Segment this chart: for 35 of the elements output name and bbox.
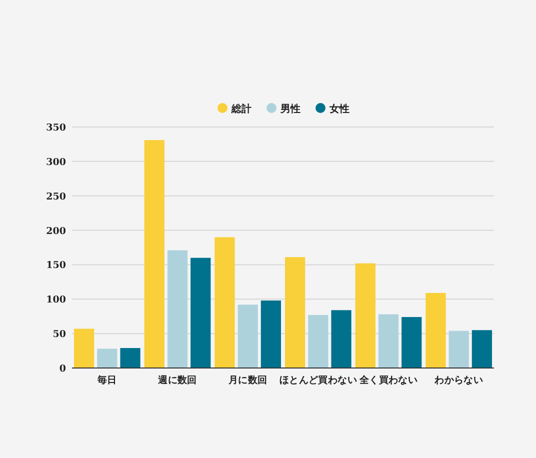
legend-label: 女性 <box>328 102 350 115</box>
y-tick-label: 50 <box>52 329 66 340</box>
y-tick-label: 250 <box>46 191 66 202</box>
bar <box>472 330 492 368</box>
bar <box>308 314 328 368</box>
bar <box>378 314 399 368</box>
y-tick-label: 350 <box>46 122 66 134</box>
bar <box>214 237 235 368</box>
y-tick-label: 100 <box>46 294 66 306</box>
legend-label: 男性 <box>280 102 300 115</box>
x-tick-label: わからない <box>434 375 484 386</box>
legend-label: 総計 <box>230 102 252 115</box>
y-tick-label: 300 <box>46 156 66 168</box>
x-tick-label: 週に数回 <box>157 374 198 386</box>
bar <box>74 328 94 368</box>
y-tick-label: 200 <box>46 226 66 237</box>
bar <box>120 348 140 368</box>
bar <box>167 250 188 368</box>
x-tick-label: 月に数回 <box>227 374 268 386</box>
bar <box>402 317 422 368</box>
bar <box>260 300 281 368</box>
y-tick-label: 0 <box>59 364 66 374</box>
bar <box>144 140 164 368</box>
bar <box>285 257 306 368</box>
bar <box>331 310 352 368</box>
x-tick-label: 毎日 <box>96 374 117 386</box>
bar <box>190 258 211 368</box>
y-tick-label: 150 <box>46 260 66 272</box>
bar <box>355 263 376 368</box>
x-tick-label: 全く買わない <box>358 374 418 386</box>
bar <box>238 304 258 368</box>
x-tick-label: ほとんど買わない <box>279 375 358 386</box>
bar <box>448 330 469 368</box>
bar <box>97 348 118 368</box>
bar <box>426 292 446 368</box>
